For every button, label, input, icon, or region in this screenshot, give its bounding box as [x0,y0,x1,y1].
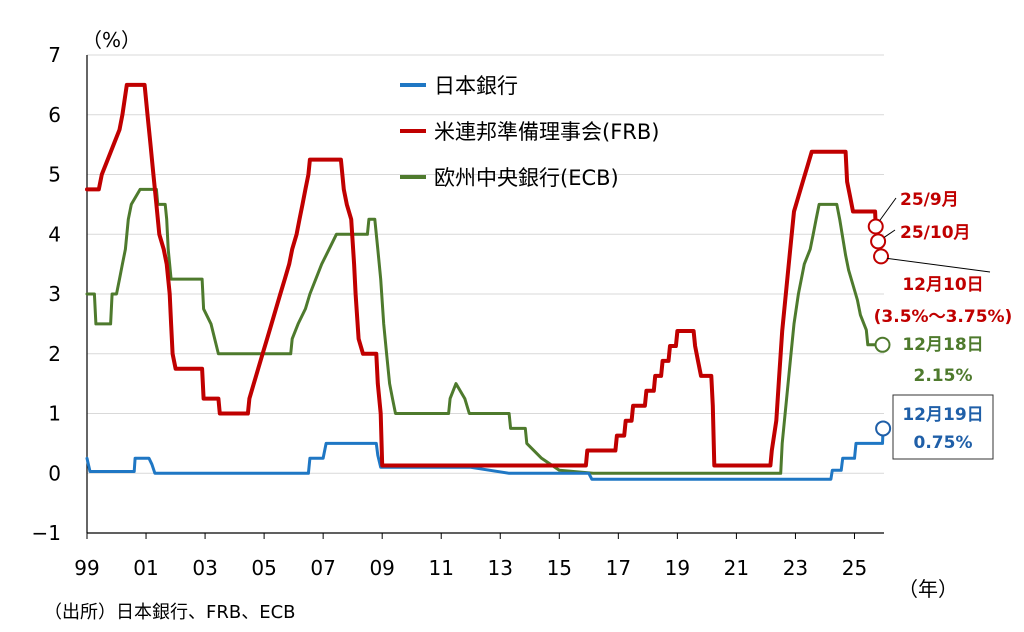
annotation-leader [886,257,991,273]
annotation-marker [873,248,890,265]
y-tick-label: 5 [48,163,61,187]
annotation-label: (3.5%〜3.75%) [874,307,1013,327]
annotation-marker [875,420,892,437]
x-tick-label: 07 [310,556,335,580]
y-tick-label: 6 [48,103,61,127]
y-axis-unit-label: （%） [82,28,141,52]
y-tick-labels: −1 0 1 2 3 4 5 6 7 [32,43,61,545]
y-tick-label: 7 [48,43,61,67]
annotation-label: 12月18日 [902,335,983,355]
y-tick-label: −1 [32,521,61,545]
annotation-marker [867,218,884,235]
series-line-0 [85,426,885,481]
x-tick-label: 25 [842,556,867,580]
x-tick-label: 11 [428,556,453,580]
x-tick-label: 03 [192,556,217,580]
x-tick-label: 17 [606,556,631,580]
x-tick-label: 13 [488,556,513,580]
series-line-1 [85,82,883,468]
annotation-label: 0.75% [914,433,973,453]
annotation-label: 25/9月 [900,190,959,210]
y-tick-label: 4 [48,222,61,246]
x-tick-label: 99 [74,556,99,580]
legend-label: 日本銀行 [434,74,518,98]
annotation-leader [879,197,897,221]
x-tick-label: 09 [369,556,394,580]
y-tick-label: 3 [48,282,61,306]
annotation-label: 25/10月 [900,223,971,243]
x-tick-label: 05 [251,556,276,580]
annotation-label: 2.15% [914,366,973,386]
y-tick-label: 0 [48,461,61,485]
source-note: （出所）日本銀行、FRB、ECB [44,602,296,623]
x-tick-label: 23 [783,556,808,580]
x-tick-label: 21 [724,556,749,580]
x-tick-labels: 99 01 03 05 07 09 11 13 15 17 19 21 23 25 [74,556,867,580]
y-tick-label: 1 [48,402,61,426]
annotations: 25/9月 25/10月 12月10日 (3.5%〜3.75%) 12月18日 2.15%… [867,190,1013,460]
x-tick-label: 15 [547,556,572,580]
annotation-marker [874,336,891,353]
annotation-label: 12月10日 [902,275,983,295]
legend-label: 米連邦準備理事会(FRB) [434,120,659,144]
annotation-label: 12月19日 [902,405,983,425]
annotation-leader [883,229,896,238]
annotation-box [892,394,994,460]
legend-label: 欧州中央銀行(ECB) [434,166,619,190]
series-lines [85,82,885,481]
series-line-2 [85,187,884,475]
x-axis-unit-label: （年） [898,577,958,601]
y-tick-label: 2 [48,342,61,366]
annotation-marker [870,233,887,250]
x-tick-label: 19 [665,556,690,580]
x-tick-label: 01 [133,556,158,580]
